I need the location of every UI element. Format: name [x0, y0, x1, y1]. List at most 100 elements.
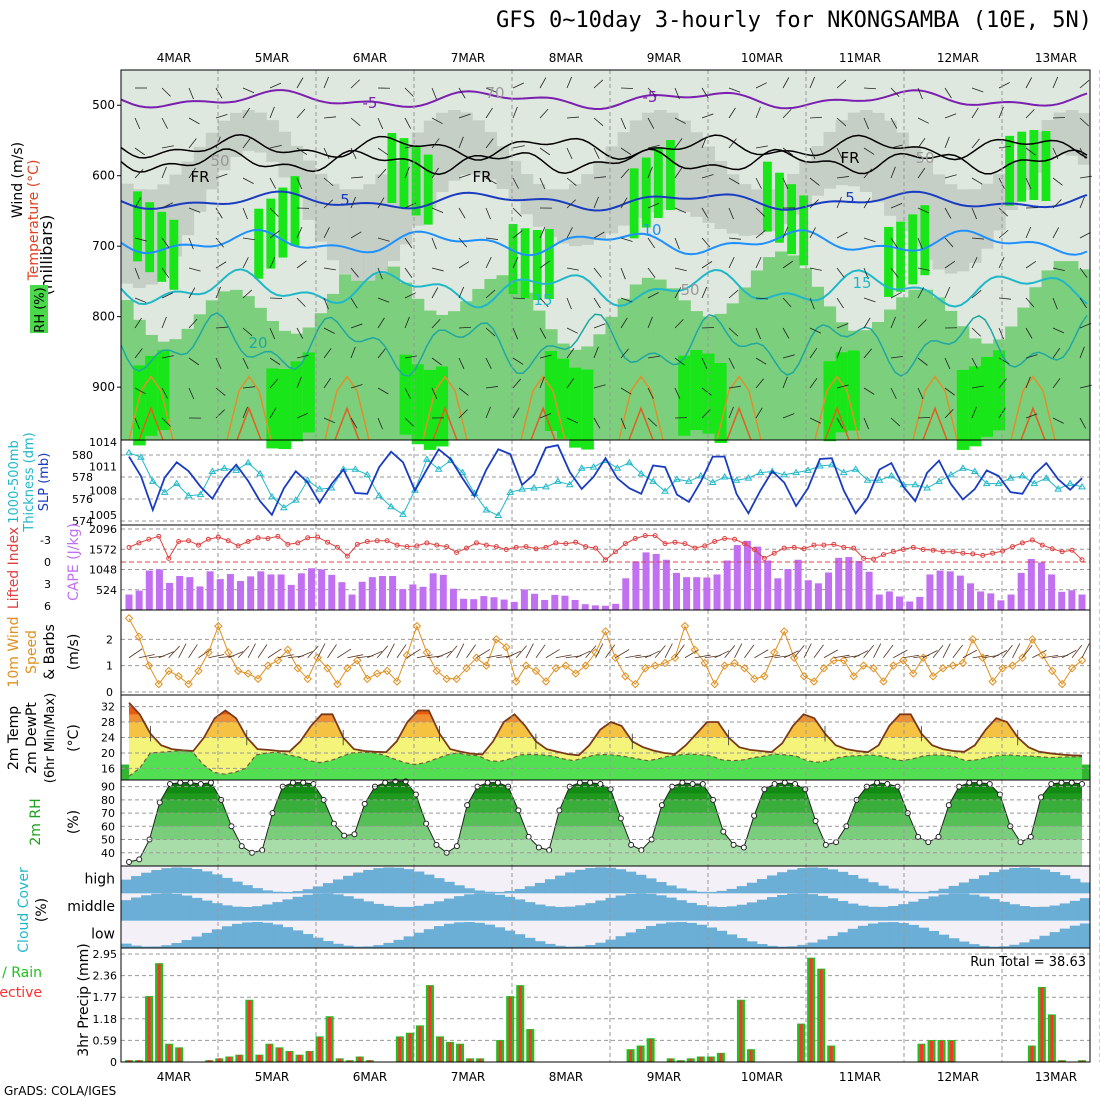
- cloud-cover-bar: [857, 925, 869, 948]
- thickness-line: [128, 452, 1083, 517]
- wind-speed-point: [343, 664, 352, 673]
- precip-convective-bar: [1050, 1015, 1054, 1062]
- rh-band-saturated: [169, 219, 179, 290]
- wind-barb: [1079, 322, 1092, 329]
- precip-convective-bar: [237, 1055, 241, 1062]
- cloud-cover-bar: [433, 926, 445, 948]
- temp-label-4: (°C): [66, 724, 82, 752]
- wind-barb: [971, 327, 981, 337]
- cloud-cover-bar: [716, 930, 728, 948]
- wind-barb: [1025, 260, 1037, 269]
- cloud-cover-bar: [474, 893, 485, 921]
- wind-speed-point: [859, 661, 868, 670]
- wind-barb: [566, 227, 573, 239]
- wind-barb-10m: [188, 644, 198, 658]
- cloud-cover-bar: [383, 867, 395, 894]
- cloud-cover-bar: [595, 942, 606, 948]
- wind-barb: [917, 237, 923, 250]
- wind-speed-point: [462, 664, 471, 673]
- wind-barb: [566, 199, 576, 209]
- cloud-cover-bar: [282, 927, 294, 948]
- wind-speed-point: [392, 677, 402, 686]
- wind-barb: [269, 145, 282, 149]
- wind-barb: [593, 147, 600, 159]
- contour-label: 50: [210, 152, 229, 170]
- wind-barb: [809, 76, 816, 89]
- wind-barb: [809, 377, 818, 389]
- wind-barb: [458, 87, 466, 99]
- dewpoint-area: [129, 750, 1082, 780]
- cape-bar: [338, 582, 346, 610]
- wind-barb: [998, 378, 1007, 389]
- precip-convective-bar: [298, 1055, 302, 1062]
- precip-convective-bar: [428, 985, 432, 1062]
- wind-barb-10m: [654, 645, 666, 659]
- cape-bar: [510, 601, 518, 610]
- wind-barb-10m: [486, 654, 503, 659]
- cloud-cover-bar: [878, 922, 889, 948]
- cloud-cover-bar: [837, 871, 849, 894]
- wind-barb: [647, 202, 660, 209]
- wind-barb-10m: [764, 654, 781, 659]
- wind-barb-10m: [893, 649, 908, 659]
- lifted-index-point: [811, 542, 817, 548]
- wind-speed-point: [1057, 679, 1067, 689]
- wind-speed-point: [442, 674, 451, 684]
- wind-barb: [485, 87, 498, 93]
- li-tick-label: 0: [44, 556, 51, 569]
- wind-barb: [512, 230, 523, 239]
- precip-convective-bar: [799, 1024, 803, 1062]
- rh-point: [966, 779, 973, 786]
- wind-barb: [620, 417, 626, 430]
- temp-label-1: 2m Temp: [6, 706, 22, 770]
- temp-tick-label: 32: [101, 701, 115, 714]
- lifted-index-point: [354, 541, 360, 547]
- wind-barb-10m: [446, 645, 458, 659]
- wind-barb: [458, 357, 465, 370]
- wind-barb: [890, 203, 903, 209]
- wind-barb: [161, 237, 170, 249]
- temp-contour-25: [422, 375, 468, 441]
- cloud-cover-bar: [605, 897, 617, 921]
- wind-speed-point: [819, 664, 829, 673]
- wind-barb: [1025, 413, 1038, 419]
- thickness-point: [422, 455, 431, 462]
- rh-band-mid: [217, 120, 231, 171]
- wind-tick-label: 0: [106, 686, 113, 699]
- wind-barb: [458, 387, 469, 396]
- rh-band-humid: [193, 314, 207, 440]
- wind-barb-10m: [307, 645, 319, 659]
- cloud-cover-bar: [807, 867, 818, 894]
- cape-bar: [835, 557, 843, 610]
- contour-label: 5: [845, 189, 855, 207]
- temp-contour-25: [1010, 375, 1056, 441]
- rh-band-saturated: [629, 168, 639, 239]
- wind-barb: [134, 237, 147, 242]
- wind-barb: [539, 177, 546, 190]
- wind-barb: [269, 327, 276, 340]
- slp-tick-label: 1014: [89, 436, 117, 449]
- rh-band-mid: [932, 174, 946, 270]
- rh-point: [382, 779, 389, 786]
- cloud-cover-bar: [444, 923, 455, 948]
- wind-barb: [215, 237, 224, 248]
- wind-barb: [539, 327, 547, 339]
- rh-band-humid: [484, 278, 497, 440]
- wind-barb-10m: [515, 645, 527, 659]
- rh-band-mid: [944, 184, 958, 274]
- cape-bar: [794, 559, 802, 610]
- cloud-cover-bar: [655, 895, 667, 921]
- cloud-cover-bar: [676, 888, 687, 894]
- rh-band-mid: [847, 112, 861, 187]
- wind-speed-point: [432, 666, 441, 676]
- lifted-index-point: [930, 547, 936, 553]
- thickness-point: [887, 471, 896, 479]
- rh-band-mid: [351, 189, 364, 281]
- wind-barb: [944, 136, 950, 149]
- wind-barb: [971, 177, 983, 185]
- cloud-cover-bar: [867, 882, 879, 894]
- temp-contour-30: [138, 406, 164, 441]
- thickness-label-1: 1000-500mb: [7, 440, 22, 524]
- wind-barb: [701, 357, 708, 370]
- thickness-point: [625, 458, 634, 466]
